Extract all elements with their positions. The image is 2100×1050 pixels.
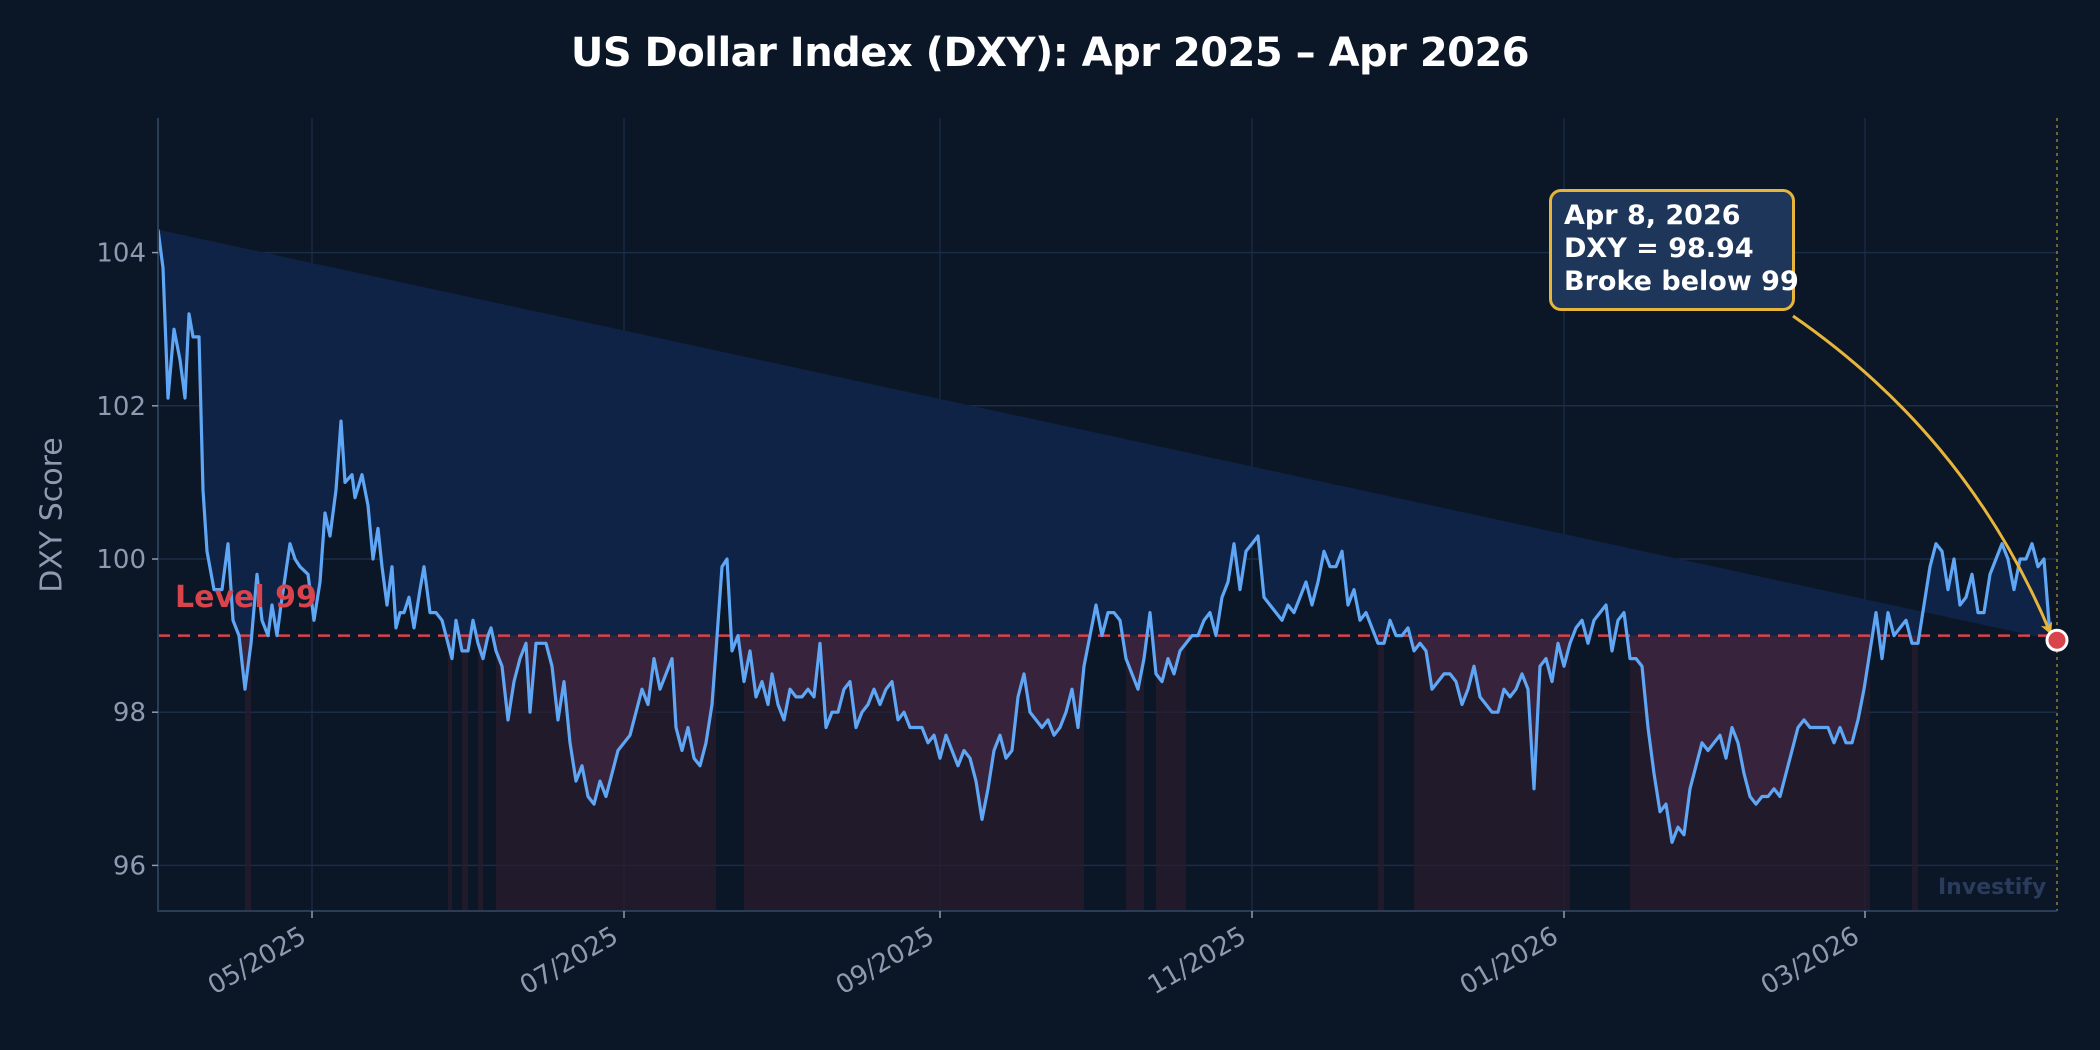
x-tick-label: 07/2025 bbox=[515, 921, 624, 1001]
plot-frame-bottom bbox=[157, 910, 2057, 912]
x-tick-label: 03/2026 bbox=[1756, 921, 1865, 1001]
y-tick-label: 104 bbox=[96, 239, 146, 269]
dxy-series-line bbox=[158, 229, 2056, 844]
y-axis-ticks: 96 98 100 102 104 bbox=[96, 239, 158, 881]
y-tick-label: 98 bbox=[113, 698, 146, 728]
chart-title: US Dollar Index (DXY): Apr 2025 – Apr 20… bbox=[570, 30, 1530, 76]
annotation-arrow bbox=[1792, 314, 2053, 635]
y-tick-label: 102 bbox=[96, 392, 146, 422]
annotation-value: DXY = 98.94 bbox=[1564, 233, 1754, 264]
watermark: Investify bbox=[1938, 875, 2047, 900]
annotation-box: Apr 8, 2026 DXY = 98.94 Broke below 99 bbox=[1549, 189, 1799, 311]
x-axis-ticks: 05/2025 07/2025 09/2025 11/2025 01/2026 03/20… bbox=[203, 911, 1866, 1001]
highlight-point[interactable] bbox=[2045, 628, 2069, 652]
annotation-note: Broke below 99 bbox=[1564, 266, 1799, 297]
y-tick-label: 96 bbox=[113, 851, 146, 881]
y-axis-label: DXY Score bbox=[34, 437, 70, 593]
x-tick-label: 11/2025 bbox=[1143, 921, 1252, 1001]
below-threshold-fill bbox=[239, 635, 2054, 843]
x-tick-label: 01/2026 bbox=[1455, 921, 1564, 1001]
y-tick-label: 100 bbox=[96, 545, 146, 575]
plot-frame-left bbox=[157, 118, 159, 911]
threshold-label: Level 99 bbox=[175, 580, 317, 615]
annotation-date: Apr 8, 2026 bbox=[1564, 200, 1741, 231]
x-tick-label: 09/2025 bbox=[831, 921, 940, 1001]
x-tick-label: 05/2025 bbox=[203, 921, 312, 1001]
